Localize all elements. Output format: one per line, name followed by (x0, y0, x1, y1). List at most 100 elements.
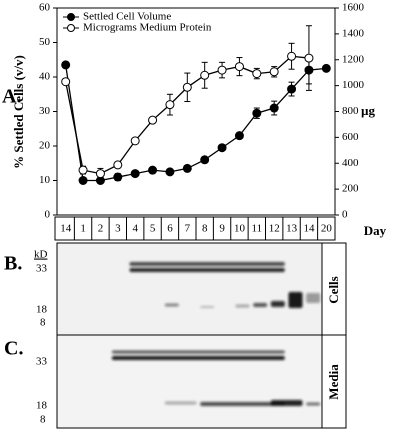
x-axis-title: Day (364, 223, 387, 238)
gel-label-box (321, 334, 347, 429)
x-tick-label: 10 (234, 223, 246, 235)
point (113, 172, 123, 182)
point (95, 169, 105, 179)
y-axis-title: % Settled Cells (v/v) (11, 55, 26, 169)
point (182, 82, 192, 92)
gel-band (270, 400, 303, 406)
panel-label: A. (2, 86, 21, 108)
y2-tick-label: 200 (342, 183, 359, 195)
gel-band (164, 303, 179, 307)
point (130, 169, 140, 179)
point (113, 160, 123, 170)
series-line (65, 64, 327, 182)
y2-axis-title: µg (361, 103, 375, 118)
point (234, 62, 244, 72)
y2-tick-label: 800 (342, 105, 359, 117)
x-tick-label: 7 (185, 223, 191, 235)
point (61, 77, 71, 87)
y2-tick-label: 0 (342, 209, 348, 221)
marker-label: 8 (40, 317, 46, 329)
point (234, 131, 244, 141)
gel-band (200, 402, 285, 406)
gel-band (288, 292, 303, 308)
point (269, 67, 279, 77)
x-tick-label: 14 (303, 223, 315, 235)
point (148, 115, 158, 125)
gel-band (111, 350, 285, 354)
point (78, 165, 88, 175)
point (321, 63, 331, 73)
x-tick-label: 6 (167, 223, 173, 235)
marker-label: 18 (36, 304, 48, 316)
x-tick-label: 8 (202, 223, 208, 235)
point (148, 165, 158, 175)
legend-label: Settled Cell Volume (83, 11, 171, 23)
gel-band (270, 301, 285, 307)
x-tick-label: 9 (219, 223, 225, 235)
gel-label-box (321, 242, 347, 336)
x-tick-label: 4 (132, 223, 138, 235)
point (287, 51, 297, 61)
x-tick-label: 12 (269, 223, 280, 235)
legend-marker (67, 24, 75, 32)
point (182, 163, 192, 173)
legend-label: Micrograms Medium Protein (83, 22, 212, 34)
marker-label: 33 (36, 356, 48, 368)
y-tick-label: 0 (45, 209, 51, 221)
point (130, 136, 140, 146)
y2-tick-label: 400 (342, 157, 359, 169)
point (61, 60, 71, 70)
point (165, 167, 175, 177)
gel-cells (56, 242, 323, 336)
x-tick-label: 1 (80, 223, 86, 235)
gel-band (306, 293, 321, 303)
y2-tick-label: 600 (342, 131, 359, 143)
y2-tick-label: 1400 (342, 27, 365, 39)
y-tick-label: 40 (39, 71, 51, 83)
point (217, 65, 227, 75)
gel-label: Cells (326, 276, 341, 303)
x-tick-label: 20 (321, 223, 333, 235)
x-tick-label: 11 (252, 223, 263, 235)
gel-band (129, 268, 285, 272)
gel-label: Media (326, 364, 341, 400)
y2-tick-label: 1600 (342, 2, 365, 14)
point (252, 69, 262, 79)
point (287, 84, 297, 94)
x-tick-label: 2 (98, 223, 104, 235)
panel-label: C. (4, 338, 23, 360)
marker-label: 33 (36, 263, 48, 275)
point (304, 53, 314, 63)
y-tick-label: 20 (39, 140, 51, 152)
panel-label: B. (4, 253, 22, 275)
y-tick-label: 60 (39, 2, 51, 14)
marker-label: 18 (36, 400, 48, 412)
gel-band (235, 304, 250, 308)
gel-band (200, 306, 215, 308)
y2-tick-label: 1200 (342, 53, 365, 65)
x-tick-label: 13 (286, 223, 298, 235)
point (200, 155, 210, 165)
point (217, 143, 227, 153)
gel-band (111, 356, 285, 360)
x-tick-label: 14 (60, 223, 72, 235)
gel-band (164, 401, 197, 405)
y2-tick-label: 1000 (342, 79, 365, 91)
y-tick-label: 10 (39, 174, 51, 186)
gel-band (306, 402, 321, 406)
point (200, 70, 210, 80)
gel-media (56, 334, 323, 429)
point (252, 108, 262, 118)
marker-label: 8 (40, 414, 46, 426)
point (269, 103, 279, 113)
x-tick-label: 5 (150, 223, 156, 235)
x-tick-label: 3 (115, 223, 121, 235)
point (165, 100, 175, 110)
y-tick-label: 30 (39, 105, 51, 117)
legend-marker (67, 13, 75, 21)
gel-band (253, 303, 268, 307)
point (78, 176, 88, 185)
kd-unit: kD (34, 249, 48, 261)
gel-band (129, 262, 285, 266)
